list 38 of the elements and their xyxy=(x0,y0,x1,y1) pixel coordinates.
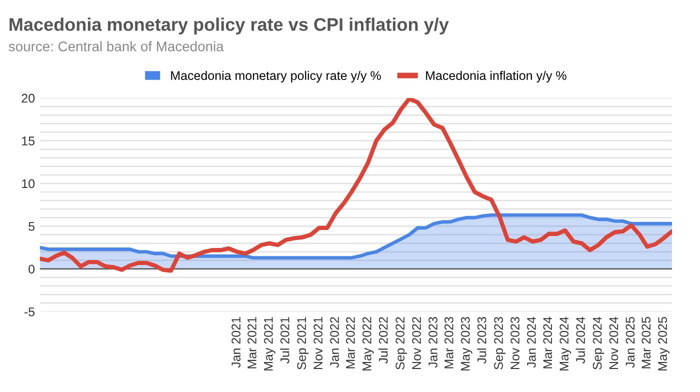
x-tick-label: Jan 2023 xyxy=(428,317,438,368)
x-tick-label: May 2024 xyxy=(560,316,571,370)
x-tick-label: May 2023 xyxy=(460,317,472,370)
x-tick-label: Mar 2021 xyxy=(248,317,256,368)
x-tick-label: Jan 2024 xyxy=(527,316,536,368)
x-tick-label: Nov 2022 xyxy=(412,317,421,369)
legend-label: Macedonia inflation y/y % xyxy=(426,70,566,82)
x-tick-label: Mar 2023 xyxy=(444,317,454,368)
x-tick-label: Jan 2021 xyxy=(232,317,240,368)
x-tick-label: Mar 2025 xyxy=(642,317,651,368)
y-tick-label: 10 xyxy=(22,179,35,188)
x-tick-label: Sep 2021 xyxy=(297,317,308,370)
y-tick-label: -5 xyxy=(24,308,35,316)
x-tick-label: May 2022 xyxy=(362,317,374,370)
y-tick-label: 15 xyxy=(22,136,35,146)
x-tick-label: Nov 2021 xyxy=(314,317,322,369)
y-tick-label: 0 xyxy=(28,264,35,274)
chart-title: Macedonia monetary policy rate vs CPI inflation y/y xyxy=(10,18,449,34)
chart-subtitle: source: Central bank of Macedonia xyxy=(8,41,224,52)
x-tick-label: Sep 2024 xyxy=(592,316,604,370)
x-tick-label: Jul 2024 xyxy=(576,316,585,364)
x-tick-label: Jan 2022 xyxy=(330,317,339,368)
x-tick-label: Sep 2022 xyxy=(396,317,407,370)
x-tick-label: Jul 2021 xyxy=(280,317,290,364)
x-tick-label: Jul 2023 xyxy=(477,317,486,364)
x-tick-label: May 2025 xyxy=(658,317,670,370)
x-tick-label: Nov 2023 xyxy=(510,317,520,369)
x-tick-label: Mar 2024 xyxy=(543,316,552,368)
x-tick-label: Sep 2023 xyxy=(494,317,506,370)
x-tick-label: May 2021 xyxy=(264,317,276,370)
line-series xyxy=(40,98,672,273)
legend-label: Macedonia monetary policy rate y/y % xyxy=(171,70,381,82)
x-tick-label: Jan 2025 xyxy=(626,317,635,368)
y-tick-label: 5 xyxy=(28,222,35,231)
x-tick-label: Mar 2022 xyxy=(346,317,355,368)
x-tick-label: Jul 2022 xyxy=(378,317,388,364)
x-tick-label: Nov 2024 xyxy=(609,316,618,369)
y-tick-label: 20 xyxy=(22,94,35,103)
